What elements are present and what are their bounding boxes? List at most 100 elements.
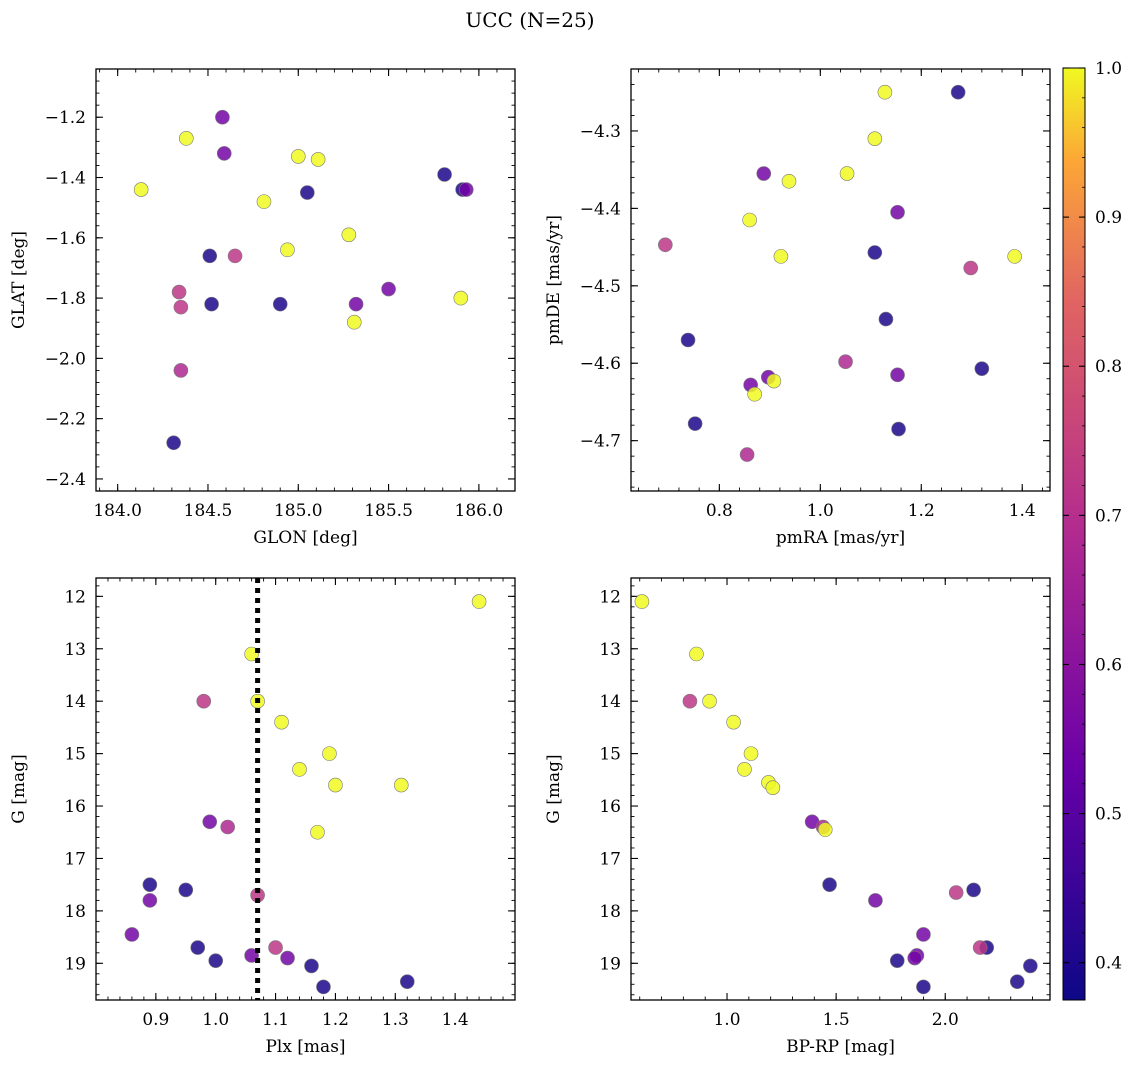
scatter-point: [739, 447, 755, 462]
scatter-point: [867, 131, 883, 146]
scatter-point: [889, 953, 905, 968]
scatter-point: [471, 594, 487, 609]
y-tick-label: −2.0: [45, 349, 86, 369]
scatter-point: [173, 299, 189, 315]
x-axis-label: Plx [mas]: [265, 1037, 345, 1057]
scatter-point: [437, 167, 452, 182]
scatter-point: [133, 182, 149, 197]
figure-title: UCC (N=25): [465, 8, 594, 32]
y-tick-label: 14: [64, 692, 86, 712]
scatter-point: [196, 693, 212, 709]
scatter-point: [227, 248, 243, 264]
colorbar-tick-label: 1.0: [1095, 59, 1122, 79]
scatter-point: [215, 109, 230, 125]
y-tick-label: 16: [64, 797, 86, 817]
scatter-point: [868, 893, 883, 908]
y-tick-label: 15: [599, 745, 621, 765]
scatter-point: [274, 714, 289, 730]
scatter-point: [381, 281, 396, 297]
scatter-point: [202, 248, 218, 264]
scatter-point: [737, 762, 752, 777]
scatter-point: [208, 953, 224, 968]
x-tick-label: 1.2: [322, 1010, 349, 1030]
scatter-point: [166, 435, 181, 451]
colorbar-tick-label: 0.4: [1095, 954, 1122, 974]
scatter-point: [142, 877, 158, 892]
colorbar: 0.4 0.5 0.6 0.7 0.8 0.9 1.0: [1062, 59, 1122, 1001]
x-tick-label: 1.4: [1009, 501, 1036, 521]
x-tick-label: 184.0: [93, 501, 142, 521]
scatter-point: [346, 314, 362, 330]
scatter-point: [766, 373, 782, 389]
y-tick-label: −1.8: [45, 289, 86, 309]
y-tick-label: 18: [599, 902, 621, 922]
scatter-point: [680, 332, 696, 348]
x-tick-label: 1.0: [713, 1010, 740, 1030]
x-tick-label: 0.8: [706, 501, 733, 521]
x-tick-label: 1.1: [262, 1010, 289, 1030]
x-axis-label: pmRA [mas/yr]: [776, 528, 905, 548]
y-tick-label: 17: [599, 849, 621, 869]
scatter-point: [963, 260, 979, 276]
y-tick-label: 16: [599, 797, 621, 817]
scatter-point: [726, 714, 741, 730]
panel-pmra-pmde: 0.8 1.0 1.2 1.4 −4.3 −4.4 −4.5 −4.6 −4.7 pmRA [ma…: [544, 68, 1051, 548]
y-tick-label: 15: [64, 745, 86, 765]
scatter-point: [950, 84, 966, 100]
scatter-point: [458, 182, 474, 197]
x-tick-label: 1.0: [202, 1010, 229, 1030]
y-axis-label: G [mag]: [544, 754, 564, 823]
scatter-point: [974, 361, 990, 376]
y-tick-label: 13: [64, 640, 86, 660]
colorbar-tick-label: 0.6: [1095, 655, 1122, 675]
scatter-point: [838, 354, 853, 369]
panel-plx-g: 0.9 1.0 1.1 1.2 1.3 1.4 12 13 14 15 16 17 18 19 Plx [m…: [9, 577, 516, 1057]
scatter-point: [292, 762, 307, 777]
y-tick-label: −2.2: [45, 410, 86, 430]
y-tick-label: 18: [64, 902, 86, 922]
scatter-point: [322, 746, 337, 761]
y-tick-label: 19: [64, 954, 86, 974]
x-tick-label: 186.0: [455, 501, 504, 521]
x-axis-label: GLON [deg]: [253, 528, 357, 548]
y-tick-label: −4.5: [580, 277, 621, 297]
scatter-point: [972, 940, 988, 955]
scatter-point: [280, 242, 295, 258]
scatter-point: [268, 940, 283, 955]
scatter-point: [839, 166, 855, 181]
scatter-point: [878, 311, 894, 327]
scatter-point: [216, 146, 232, 161]
scatter-point: [877, 84, 893, 100]
scatter-point: [948, 885, 964, 900]
scatter-point: [891, 421, 906, 437]
scatter-point: [702, 693, 717, 709]
scatter-point: [1007, 249, 1022, 264]
y-axis-label: GLAT [deg]: [9, 231, 29, 329]
x-axis-label: BP-RP [mag]: [786, 1037, 895, 1057]
x-tick-label: 2.0: [932, 1010, 959, 1030]
scatter-point: [966, 882, 981, 898]
y-axis-label: G [mag]: [9, 754, 29, 823]
scatter-point: [765, 780, 781, 795]
scatter-point: [204, 296, 219, 312]
scatter-point: [124, 927, 140, 942]
axes-frame: [95, 68, 516, 492]
scatter-point: [399, 974, 415, 989]
scatter-point: [341, 227, 357, 243]
y-tick-label: 13: [599, 640, 621, 660]
scatter-point: [142, 893, 158, 908]
scatter-point: [742, 212, 757, 228]
scatter-point: [256, 194, 272, 209]
scatter-point: [781, 173, 797, 189]
colorbar-tick-label: 0.9: [1095, 208, 1122, 228]
scatter-point: [179, 131, 194, 146]
scatter-point: [867, 245, 883, 260]
scatter-point: [890, 367, 905, 383]
scatter-point: [634, 594, 650, 609]
y-tick-label: −2.4: [45, 470, 86, 490]
scatter-point: [916, 979, 931, 995]
colorbar-tick-label: 0.5: [1095, 805, 1122, 825]
scatter-point: [658, 237, 673, 253]
scatter-point: [756, 166, 772, 181]
